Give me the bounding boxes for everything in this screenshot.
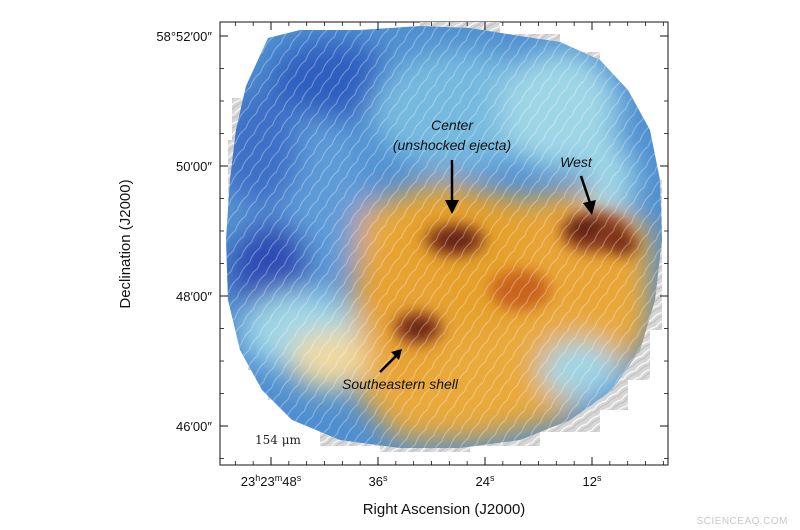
- x-tick-label-24s: 24s: [476, 473, 495, 489]
- annotation-center: Center (unshocked ejecta): [393, 117, 511, 214]
- field-texture: [226, 26, 662, 448]
- annotation-center-line1: Center: [431, 117, 474, 133]
- annotation-southeastern-shell: Southeastern shell: [342, 349, 459, 392]
- band-label: 154 μm: [255, 433, 302, 447]
- x-tick-label-48s: 23h23m48s: [241, 473, 302, 489]
- minor-ticks: [220, 22, 668, 465]
- x-axis-title: Right Ascension (J2000): [363, 501, 526, 518]
- y-tick-label-52: 58°52′00″: [156, 29, 212, 44]
- y-tick-label-50: 50′00″: [176, 159, 212, 174]
- annotation-west: West: [560, 154, 596, 215]
- annotation-shell-text: Southeastern shell: [342, 376, 459, 392]
- y-tick-label-46: 46′00″: [176, 419, 212, 434]
- annotation-west-arrow: [579, 175, 592, 204]
- x-tick-label-12s: 12s: [583, 473, 602, 489]
- watermark: SCIENCEAQ.COM: [696, 516, 788, 527]
- annotation-west-arrowhead: [583, 200, 596, 215]
- y-tick-label-48: 48′00″: [176, 289, 212, 304]
- annotation-west-text: West: [560, 154, 593, 170]
- annotation-shell-arrowhead: [391, 349, 402, 360]
- y-axis-title: Declination (J2000): [117, 179, 134, 308]
- annotation-center-arrowhead: [445, 200, 459, 214]
- annotation-center-line2: (unshocked ejecta): [393, 137, 511, 153]
- x-tick-label-36s: 36s: [369, 473, 388, 489]
- annotation-shell-arrow: [379, 355, 397, 373]
